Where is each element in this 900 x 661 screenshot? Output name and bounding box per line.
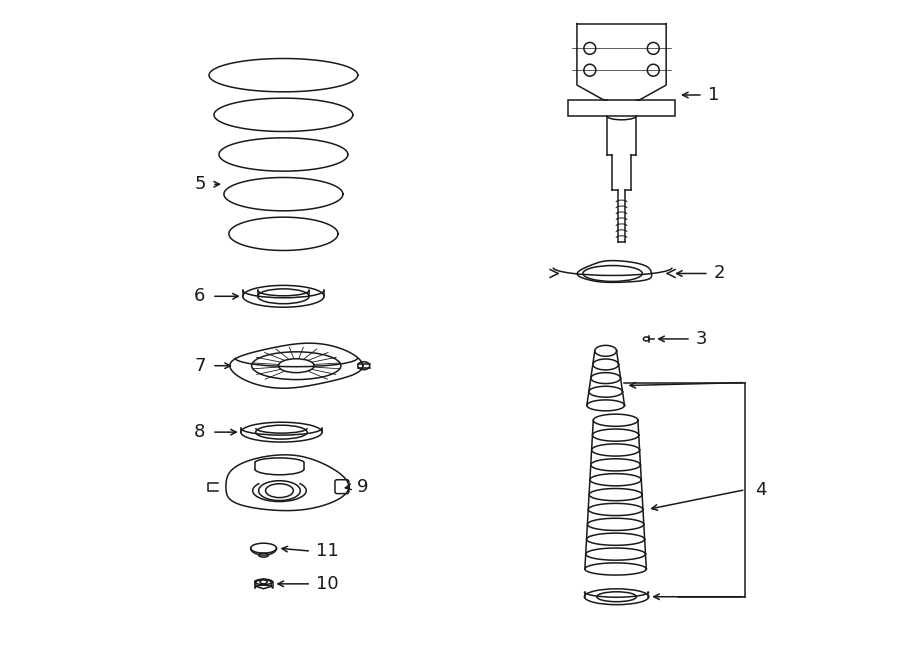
Text: 11: 11 xyxy=(316,542,339,560)
Text: 5: 5 xyxy=(194,175,206,193)
Text: 2: 2 xyxy=(714,264,725,282)
Text: 3: 3 xyxy=(696,330,707,348)
Text: 7: 7 xyxy=(194,357,206,375)
Text: 4: 4 xyxy=(755,481,767,498)
Text: 6: 6 xyxy=(194,288,205,305)
Bar xyxy=(568,100,675,116)
Text: 10: 10 xyxy=(316,575,338,593)
Text: 1: 1 xyxy=(707,86,719,104)
Text: 8: 8 xyxy=(194,423,205,441)
Text: 9: 9 xyxy=(356,478,368,496)
